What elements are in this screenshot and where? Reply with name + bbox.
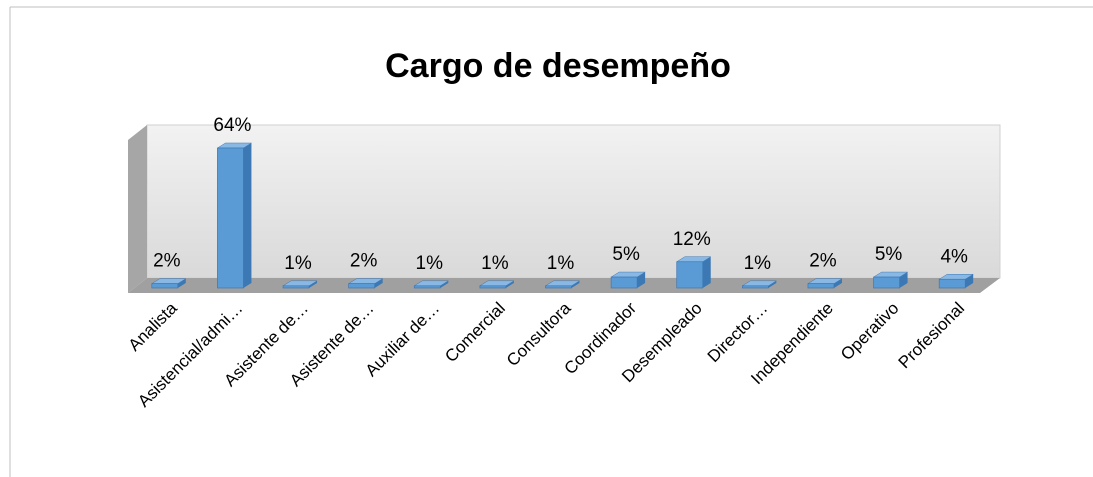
bar <box>741 285 769 289</box>
bar <box>151 283 179 289</box>
x-tick-label: Profesional <box>895 299 969 373</box>
bar-side <box>833 278 842 288</box>
side-wall <box>128 125 147 293</box>
bar <box>938 278 966 289</box>
bar <box>413 285 441 289</box>
chart-title: Cargo de desempeño <box>385 47 731 85</box>
value-label: 1% <box>284 253 312 274</box>
value-label: 1% <box>481 253 509 274</box>
bar <box>348 283 376 289</box>
value-label: 1% <box>744 253 772 274</box>
bar-side <box>702 256 711 288</box>
bar-side <box>243 143 252 288</box>
x-tick-label: Operativo <box>837 299 903 365</box>
x-tick-label: Comercial <box>441 299 509 367</box>
bar-side <box>177 278 186 288</box>
bar <box>217 147 244 289</box>
bar <box>807 283 835 289</box>
value-label: 5% <box>875 244 903 265</box>
bar-side <box>309 280 318 288</box>
bar-side <box>440 280 449 288</box>
value-label: 64% <box>213 115 251 136</box>
value-label: 2% <box>809 251 837 272</box>
value-label: 4% <box>940 246 968 267</box>
value-label: 1% <box>416 253 444 274</box>
x-tick-label: Director… <box>704 299 772 367</box>
bar <box>282 285 310 289</box>
bar-side <box>505 280 514 288</box>
x-tick-label: Analista <box>125 298 182 355</box>
bar-side <box>768 280 777 288</box>
x-tick-label: Consultora <box>503 298 575 370</box>
value-label: 2% <box>153 251 181 272</box>
value-label: 1% <box>547 253 575 274</box>
bar-side <box>374 278 383 288</box>
bar <box>545 285 572 289</box>
value-label: 5% <box>612 244 640 265</box>
bar-side <box>571 280 580 288</box>
value-label: 12% <box>673 229 711 250</box>
bar-side <box>965 274 974 288</box>
bar <box>610 276 638 289</box>
bar <box>676 261 704 289</box>
bar <box>479 285 507 289</box>
value-label: 2% <box>350 251 378 272</box>
bar <box>873 276 900 289</box>
